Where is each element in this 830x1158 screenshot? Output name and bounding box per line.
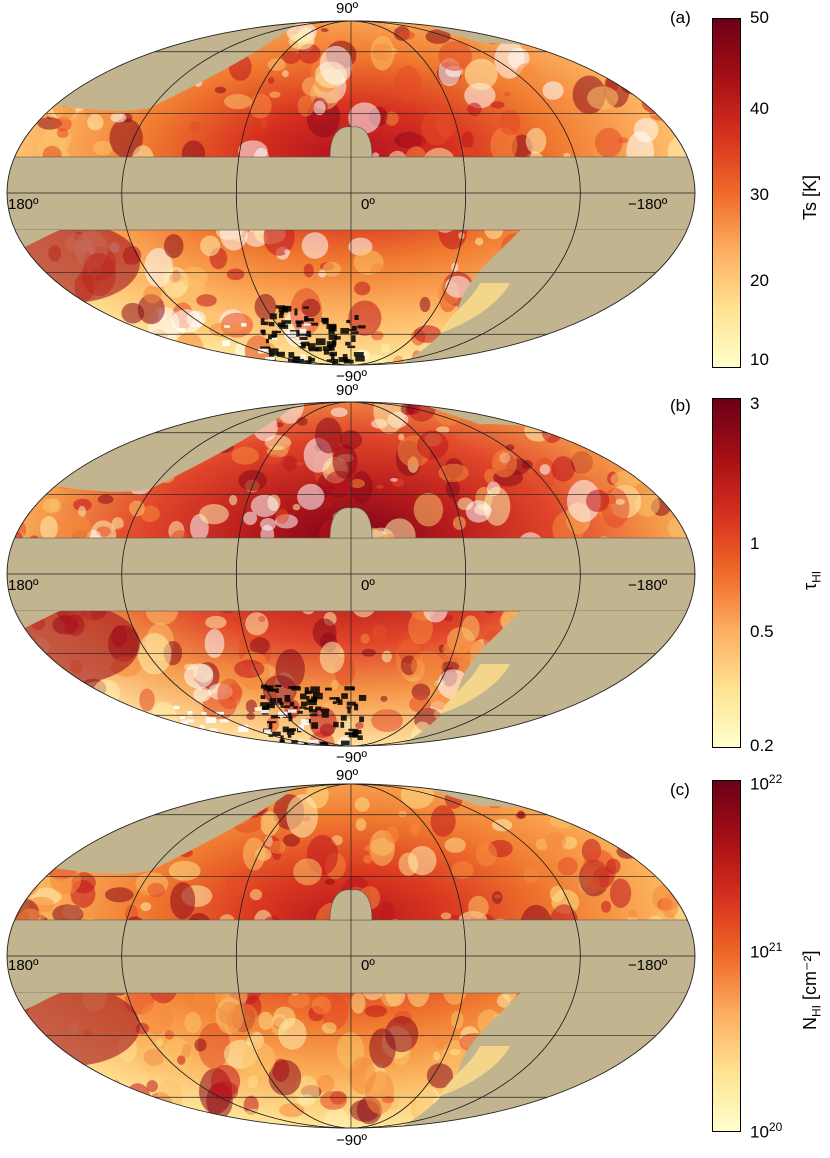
colorbar-tick: 0.2 [750,736,774,755]
panel-tag: (b) [670,396,691,415]
colorbar-c [712,780,741,1132]
left-longitude-label: 180º [8,577,39,594]
right-longitude-label: −180º [628,196,668,213]
colorbar-tick: 10 [750,350,769,369]
panel-b: 90º 180º 0º −180º −90º (b) 3 1 0.5 0.2 τ… [0,382,830,772]
left-longitude-label: 180º [8,196,39,213]
colorbar-tick: 50 [750,8,769,27]
right-longitude-label: −180º [628,957,668,974]
mollweide-map-b [6,401,696,747]
panel-tag: (c) [670,780,690,799]
colorbar-tick: 1020 [750,1120,783,1142]
top-latitude-label: 90º [336,0,359,17]
colorbar-b [712,398,741,748]
right-longitude-label: −180º [628,577,668,594]
panel-tag: (a) [670,8,691,27]
colorbar-tick: 40 [750,99,769,118]
colorbar-tick: 3 [750,394,760,413]
top-latitude-label: 90º [336,382,359,399]
colorbar-tick: 1022 [750,772,783,794]
top-latitude-label: 90º [336,767,359,784]
panel-c: 90º 180º 0º −180º −90º (c) 1022 1021 102… [0,767,830,1158]
mollweide-map-c [6,783,696,1129]
colorbar-tick: 0.5 [750,622,774,641]
bottom-latitude-label: −90º [336,749,367,766]
center-longitude-label: 0º [361,196,375,213]
colorbar-tick: 1 [750,534,760,553]
bottom-latitude-label: −90º [336,1132,367,1149]
colorbar-title: τHI [800,570,824,590]
panel-a: 90º 180º 0º −180º −90º (a) 50 40 30 20 1… [0,0,830,386]
left-longitude-label: 180º [8,957,39,974]
mollweide-map-a [6,20,696,366]
colorbar-tick: 30 [750,185,769,204]
center-longitude-label: 0º [361,957,375,974]
colorbar-title: NHI [cm⁻²] [800,950,824,1031]
bottom-latitude-label: −90º [336,368,367,385]
colorbar-tick: 20 [750,271,769,290]
colorbar-tick: 1021 [750,940,783,962]
colorbar-a [712,18,741,368]
center-longitude-label: 0º [361,577,375,594]
colorbar-title: Ts [K] [800,174,820,220]
